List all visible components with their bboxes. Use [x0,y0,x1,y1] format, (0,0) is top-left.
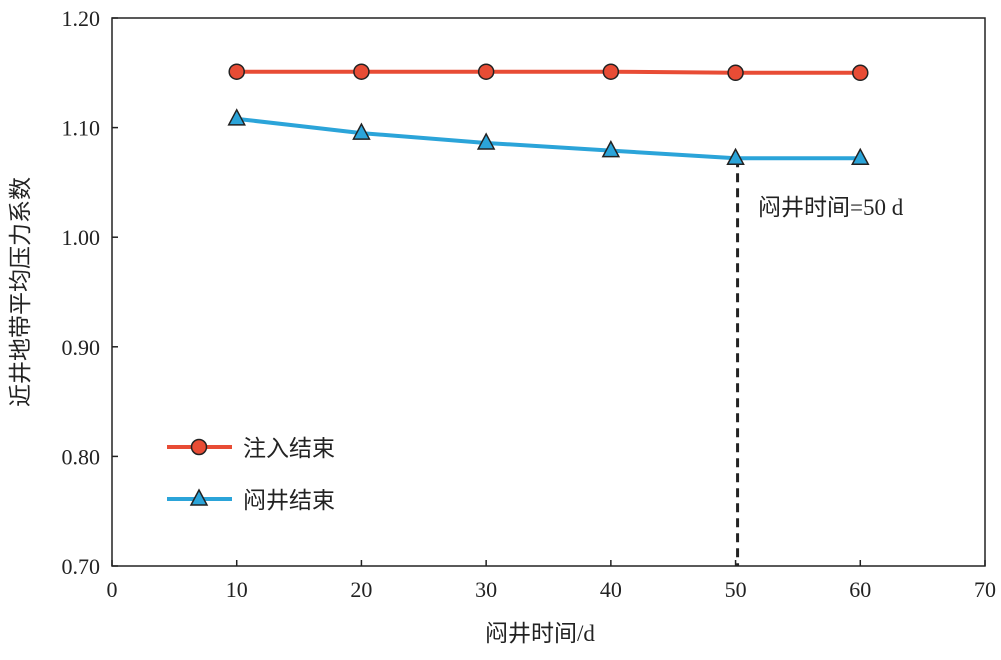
x-axis-label: 闷井时间/d [485,621,595,646]
data-point-circle [602,63,620,80]
data-point-circle [727,64,744,82]
y-axis-label: 近井地带平均压力系数 [8,177,33,407]
y-tick-label: 0.90 [62,335,101,360]
data-point-circle [228,63,245,80]
x-tick-label: 50 [725,577,747,602]
data-point-triangle [726,147,745,166]
plot-frame [111,17,986,567]
data-point-triangle [476,132,496,150]
series-line-1 [236,69,861,75]
y-tick-label: 1.20 [62,6,101,31]
y-tick-label: 1.00 [62,225,101,250]
legend-label: 注入结束 [243,436,335,461]
y-tick-label: 0.80 [62,444,101,469]
y-tick-label: 0.70 [62,554,101,579]
series-line-2 [236,116,861,161]
y-tick-label: 1.10 [62,116,101,141]
x-tick-label: 40 [600,577,622,602]
data-point-circle [353,63,370,80]
legend-label: 闷井结束 [243,488,335,513]
data-point-circle [477,63,495,80]
legend-marker [189,488,209,506]
data-point-triangle [227,108,246,126]
x-tick-label: 70 [974,577,996,602]
legend-marker [190,438,208,456]
x-tick-label: 20 [350,577,372,602]
x-tick-label: 10 [226,577,248,602]
x-tick-label: 0 [107,577,118,602]
annotation-text: 闷井时间=50 d [758,195,904,220]
data-point-circle [852,64,869,82]
data-point-triangle [601,140,621,158]
data-point-triangle [352,122,371,140]
data-point-triangle [851,147,870,166]
x-tick-label: 60 [849,577,871,602]
x-tick-label: 30 [475,577,497,602]
